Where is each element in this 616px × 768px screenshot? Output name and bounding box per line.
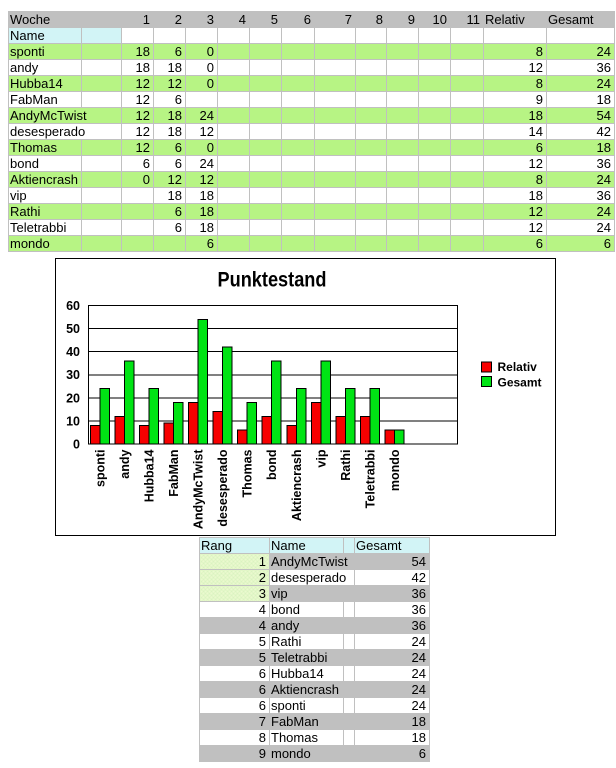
svg-text:50: 50 — [66, 322, 80, 336]
svg-text:bond: bond — [265, 450, 279, 481]
svg-text:Teletrabbi: Teletrabbi — [364, 450, 378, 509]
svg-text:FabMan: FabMan — [167, 450, 181, 497]
svg-text:60: 60 — [66, 299, 80, 313]
svg-text:20: 20 — [66, 391, 80, 405]
svg-text:mondo: mondo — [388, 449, 402, 491]
svg-text:vip: vip — [314, 449, 328, 467]
svg-text:Relativ: Relativ — [498, 360, 538, 374]
svg-text:Hubba14: Hubba14 — [142, 449, 156, 502]
svg-text:10: 10 — [66, 414, 80, 428]
svg-text:andy: andy — [118, 449, 132, 478]
svg-text:AndyMcTwist: AndyMcTwist — [192, 449, 206, 529]
svg-text:Thomas: Thomas — [241, 449, 255, 497]
svg-text:sponti: sponti — [93, 450, 107, 488]
svg-text:Rathi: Rathi — [339, 450, 353, 481]
svg-text:0: 0 — [73, 438, 80, 452]
svg-text:Gesamt: Gesamt — [498, 376, 542, 390]
svg-text:Aktiencrash: Aktiencrash — [290, 450, 304, 522]
svg-text:Punktestand: Punktestand — [218, 269, 327, 292]
svg-text:30: 30 — [66, 368, 80, 382]
svg-text:40: 40 — [66, 345, 80, 359]
svg-text:desesperado: desesperado — [216, 449, 230, 526]
